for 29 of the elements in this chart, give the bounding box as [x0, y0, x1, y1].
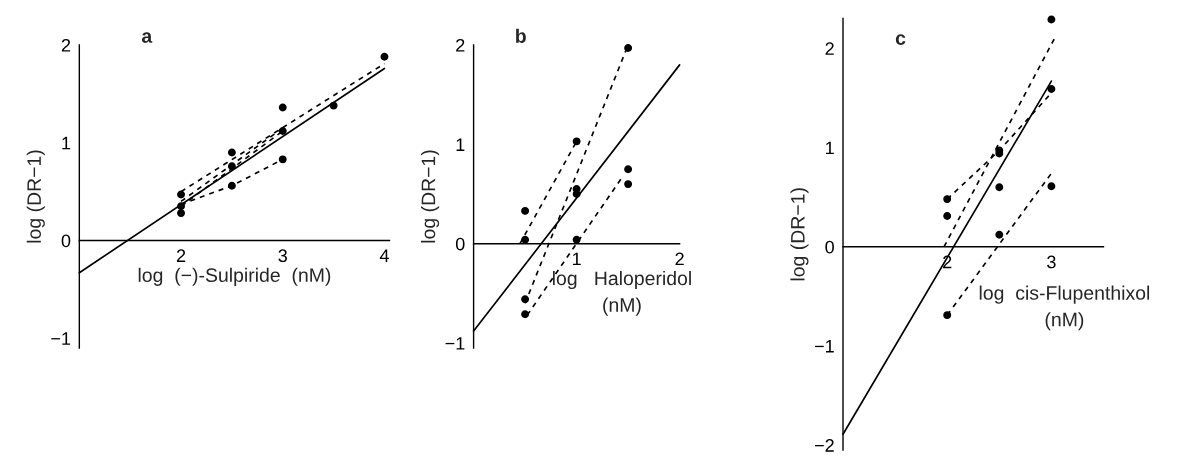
- y-tick-label: 2: [61, 38, 71, 52]
- y-tick-label: −1: [814, 340, 834, 353]
- y-tick-label: 1: [826, 141, 834, 155]
- y-tick-label: 2: [456, 38, 465, 52]
- y-axis-title: log (DR−1): [790, 188, 809, 281]
- y-tick-label: 1: [62, 136, 71, 150]
- text: c: [895, 34, 906, 45]
- y-tick-label: 0: [825, 240, 834, 254]
- x-tick-label: 4: [379, 249, 389, 262]
- x-axis-title: log (−)-Sulpiride (nM): [138, 267, 331, 286]
- x-tick-label: 3: [278, 249, 287, 263]
- y-axis-title: log (DR−1): [26, 150, 45, 243]
- y-tick-label: −1: [445, 337, 465, 350]
- y-tick-label: 2: [825, 42, 834, 55]
- x-tick-label: 2: [675, 252, 684, 266]
- x-tick-label: 3: [1047, 255, 1056, 269]
- chart-title: b: [516, 28, 526, 43]
- y-tick-label: −1: [51, 332, 71, 345]
- x-tick-label: 1: [572, 252, 581, 266]
- y-tick-label: 0: [455, 237, 465, 251]
- x-tick-label: 2: [943, 255, 952, 269]
- y-tick-label: 0: [61, 234, 71, 248]
- y-tick-label: 1: [456, 138, 465, 151]
- chart-title: a: [141, 32, 153, 43]
- y-axis-title: log (DR−1): [421, 150, 440, 243]
- x-axis-title: log cis-Flupenthixol (nM): [979, 285, 1150, 331]
- y-tick-label: −2: [814, 439, 834, 452]
- x-tick-label: 2: [176, 249, 186, 262]
- x-axis-title: log Haloperidol (nM): [552, 270, 691, 316]
